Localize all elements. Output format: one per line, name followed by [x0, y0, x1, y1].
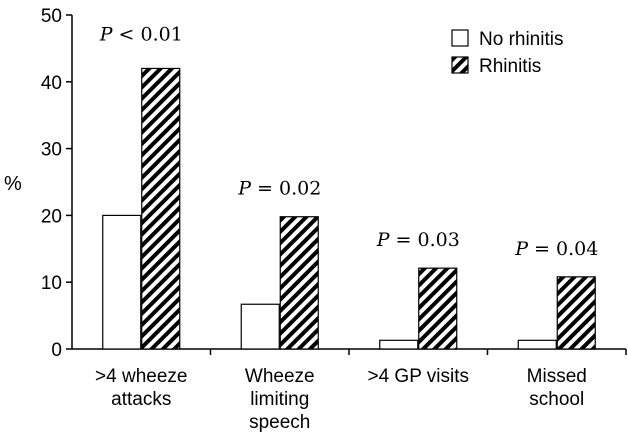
bar-no-rhinitis	[379, 339, 419, 350]
legend-label: Rhinitis	[479, 56, 541, 77]
x-tick-label: >4 wheeze attacks	[95, 366, 187, 410]
p-value-annotation: P < 0.01	[99, 23, 183, 45]
y-tick-label: 30	[41, 140, 62, 161]
bar-no-rhinitis	[102, 214, 142, 350]
y-tick-label: 0	[51, 340, 62, 361]
bar-rhinitis	[141, 67, 181, 350]
axes: 0 10 20 30 40 50 >4 wheeze attacks Wheeze limitin…	[41, 6, 627, 433]
bar-rhinitis	[279, 216, 319, 350]
y-axis-label: %	[4, 173, 22, 195]
x-tick-label: Wheeze limiting speech	[245, 366, 315, 433]
annotations: P < 0.01 P = 0.02 P = 0.03 P = 0.04	[99, 23, 599, 259]
x-tick-label: Missed school	[527, 366, 587, 410]
bar-no-rhinitis	[240, 303, 280, 350]
bar-rhinitis	[418, 267, 458, 350]
bar-rhinitis	[556, 276, 596, 350]
p-value-annotation: P = 0.04	[514, 238, 598, 260]
bars	[102, 67, 596, 350]
p-value-annotation: P = 0.02	[237, 178, 321, 200]
y-tick-label: 50	[41, 6, 62, 27]
p-value-annotation: P = 0.03	[376, 229, 460, 251]
legend-label: No rhinitis	[479, 29, 563, 50]
y-tick-label: 40	[41, 73, 62, 94]
legend-swatch	[451, 56, 469, 74]
bar-no-rhinitis	[517, 339, 557, 350]
legend-swatch	[451, 29, 469, 47]
y-tick-label: 20	[41, 206, 62, 227]
y-tick-label: 10	[41, 273, 62, 294]
legend: No rhinitis Rhinitis	[451, 29, 563, 77]
x-tick-label: >4 GP visits	[367, 366, 469, 387]
